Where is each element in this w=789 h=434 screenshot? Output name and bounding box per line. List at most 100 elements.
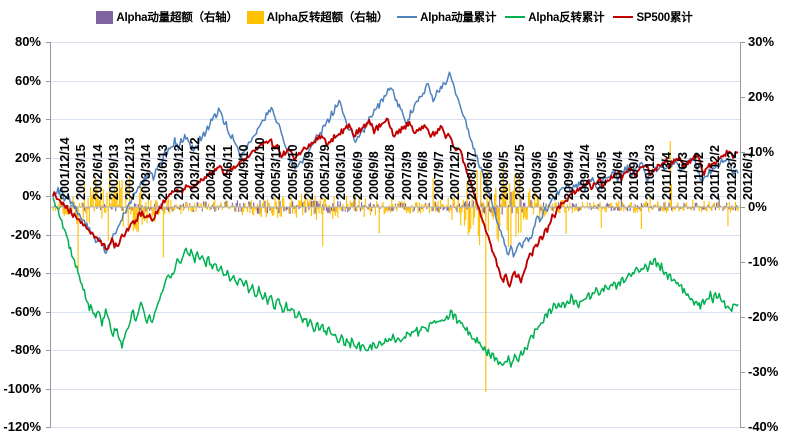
x-axis-tick-label: 2009/3/6: [529, 151, 544, 200]
y-tick-right: [740, 42, 745, 43]
y-tick-right: [740, 207, 745, 208]
gridline: [51, 388, 740, 390]
legend-line-swatch: [505, 16, 526, 18]
x-axis-tick-label: 2005/9/9: [301, 151, 316, 200]
legend-square-swatch: [96, 10, 114, 24]
x-axis-tick-label: 2007/6/8: [415, 151, 430, 200]
x-axis-tick-label: 2007/3/9: [399, 151, 414, 200]
x-axis-tick-label: 2001/12/14: [58, 137, 72, 200]
y-tick-left: [46, 196, 51, 197]
y-tick-left: [46, 427, 51, 428]
y-axis-right-label: -20%: [748, 309, 779, 324]
y-axis-right-label: -30%: [748, 364, 779, 379]
legend-item-3[interactable]: Alpha反转累计: [505, 9, 605, 25]
x-axis-tick-label: 2002/6/14: [90, 144, 105, 200]
y-axis-right-label: 10%: [748, 144, 775, 159]
y-axis-left-label: 20%: [14, 149, 41, 165]
x-axis-tick-label: 2002/9/13: [106, 144, 121, 200]
x-axis-tick-label: 2006/9/8: [366, 151, 381, 200]
x-axis-tick-label: 2011/3/4: [659, 152, 674, 200]
x-axis-tick-label: 2007/12/7: [448, 144, 463, 200]
y-axis-right-label: -40%: [748, 419, 779, 434]
x-axis-tick-label: 2002/12/13: [123, 137, 138, 200]
y-axis-left-label: -40%: [10, 265, 41, 280]
x-axis-tick-label: 2004/9/10: [236, 144, 251, 200]
y-tick-left: [46, 273, 51, 274]
y-tick-left: [46, 388, 51, 390]
x-axis-tick-label: 2003/6/13: [155, 144, 170, 200]
y-axis-left-label: -80%: [10, 342, 41, 357]
y-axis-left-label: 0%: [22, 188, 41, 203]
y-tick-left: [46, 234, 51, 236]
gridline: [51, 157, 740, 159]
y-axis-left-label: -100%: [3, 380, 41, 396]
x-axis-tick-label: 2008/12/5: [513, 144, 528, 200]
x-axis-tick-label: 2004/3/12: [204, 144, 219, 200]
y-axis-right-label: 20%: [748, 89, 775, 104]
x-axis-tick-label: 2010/9/3: [627, 151, 642, 200]
y-tick-right: [740, 317, 745, 318]
y-axis-left-label: 40%: [14, 111, 41, 126]
x-axis-tick-label: 2004/12/10: [253, 137, 268, 200]
y-axis-left-label: -20%: [10, 226, 41, 242]
x-axis-tick-label: 2011/6/3: [675, 152, 690, 200]
y-axis-left-label: 60%: [14, 72, 41, 88]
x-axis-tick-label: 2008/9/5: [497, 151, 512, 200]
line-series: [52, 197, 739, 368]
x-axis-tick-label: 2008/6/6: [480, 151, 495, 200]
legend-item-0[interactable]: Alpha动量超额（右轴）: [96, 9, 238, 25]
y-tick-left: [46, 350, 51, 351]
legend-square-swatch: [246, 10, 264, 24]
y-tick-right: [740, 97, 745, 98]
gridline: [51, 119, 740, 120]
chart-legend: Alpha动量超额（右轴） Alpha反转超额（右轴） Alpha动量累计 Alpha…: [0, 4, 789, 30]
legend-line-swatch: [397, 16, 418, 18]
x-axis-tick-label: 2004/6/11: [220, 145, 235, 200]
x-axis-tick-label: 2010/3/5: [594, 151, 609, 200]
x-axis-tick-label: 2010/6/4: [610, 151, 625, 200]
legend-item-4[interactable]: SP500累计: [613, 9, 693, 25]
x-axis-tick-label: 2005/12/9: [318, 144, 333, 200]
x-axis-tick-label: 2009/6/5: [545, 151, 560, 200]
x-axis-tick-label: 2012/6/1: [741, 151, 755, 200]
x-axis-tick-label: 2009/12/4: [578, 144, 593, 200]
x-axis-tick-label: 2006/12/8: [383, 144, 398, 200]
line-series: [52, 71, 739, 258]
legend-item-label: Alpha动量超额（右轴）: [116, 12, 238, 24]
y-tick-right: [740, 152, 745, 153]
x-axis-tick-label: 2003/3/14: [139, 144, 154, 200]
legend-item-1[interactable]: Alpha反转超额（右轴）: [246, 9, 389, 25]
x-axis-tick-label: 2010/12/3: [643, 144, 658, 200]
x-axis-tick-label: 2003/12/12: [188, 137, 203, 200]
series-canvas: [51, 71, 740, 393]
legend-item-label: Alpha反转累计: [528, 12, 605, 24]
gridline: [51, 273, 740, 274]
x-axis-tick-label: 2012/3/2: [724, 151, 739, 200]
legend-item-2[interactable]: Alpha动量累计: [397, 9, 496, 25]
x-axis-tick-label: 2011/12/2: [708, 145, 723, 200]
y-tick-left: [46, 119, 51, 120]
y-tick-left: [46, 311, 51, 313]
plot-area: [46, 42, 745, 428]
y-axis-left-label: -60%: [10, 303, 41, 319]
gridline: [51, 42, 740, 43]
y-axis-right-label: 30%: [748, 34, 775, 49]
x-axis-tick-label: 2005/6/10: [285, 144, 300, 200]
x-axis-tick-label: 2011/9/2: [692, 152, 707, 200]
x-axis-tick-label: 2009/9/4: [562, 151, 577, 200]
gridline: [51, 427, 740, 428]
legend-item-label: Alpha动量累计: [420, 12, 497, 24]
y-tick-left: [46, 157, 51, 159]
gridline: [51, 196, 740, 197]
x-axis-tick-label: 2003/9/12: [171, 144, 186, 200]
gridline: [51, 234, 740, 236]
legend-item-label: Alpha反转超额（右轴）: [266, 12, 389, 24]
y-tick-right: [740, 262, 745, 263]
x-axis-tick-label: 2005/3/11: [269, 145, 284, 200]
gridline: [51, 350, 740, 351]
x-axis-tick-label: 2006/3/10: [334, 144, 349, 200]
gridline: [51, 80, 740, 82]
gridline: [51, 311, 740, 313]
y-tick-right: [740, 372, 745, 373]
